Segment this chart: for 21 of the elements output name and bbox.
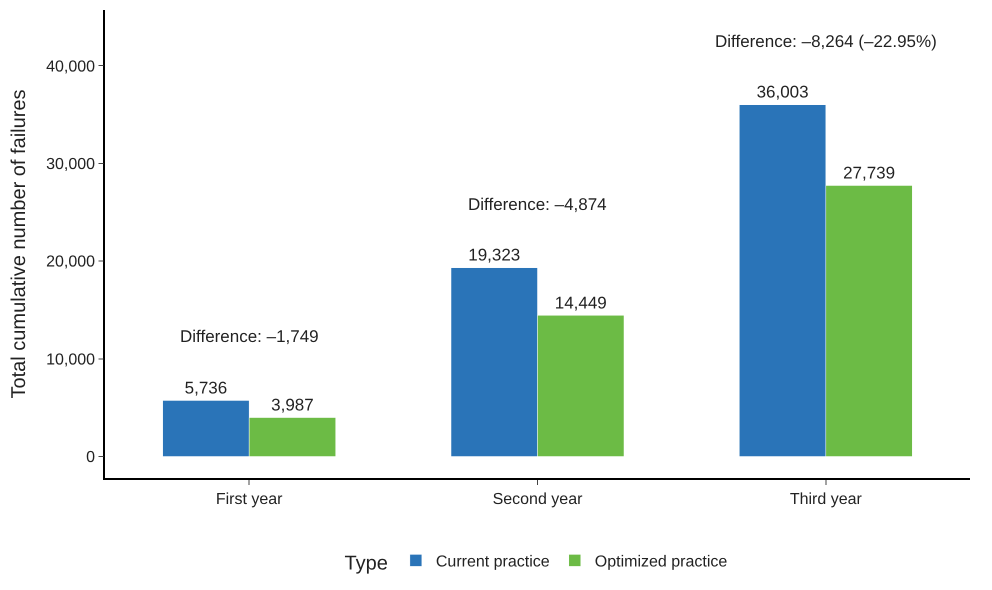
x-tick-label: Third year	[790, 490, 863, 508]
annotation: Difference: –8,264 (–22.95%)	[715, 32, 937, 51]
data-label: 14,449	[554, 293, 607, 312]
y-tick-label: 0	[86, 449, 96, 466]
x-tick-label: First year	[216, 490, 284, 508]
y-tick-label: 40,000	[46, 58, 96, 76]
data-label: 19,323	[468, 246, 520, 265]
y-tick-label: 20,000	[46, 254, 96, 271]
data-label: 5,736	[184, 378, 228, 398]
annotation: Difference: –4,874	[468, 195, 607, 214]
y-axis-title: Total cumulative number of failures	[8, 89, 30, 399]
annotation: Difference: –1,749	[180, 327, 319, 346]
y-tick-label: 10,000	[46, 351, 96, 368]
legend-label: Optimized practice	[594, 554, 728, 571]
data-label: 3,987	[271, 396, 314, 415]
x-tick-label: Second year	[492, 490, 584, 508]
y-tick-label: 30,000	[46, 156, 96, 173]
data-label: 27,739	[843, 163, 896, 182]
legend-title: Type	[344, 552, 388, 575]
legend-label: Current practice	[436, 554, 550, 571]
data-label: 36,003	[756, 82, 809, 102]
